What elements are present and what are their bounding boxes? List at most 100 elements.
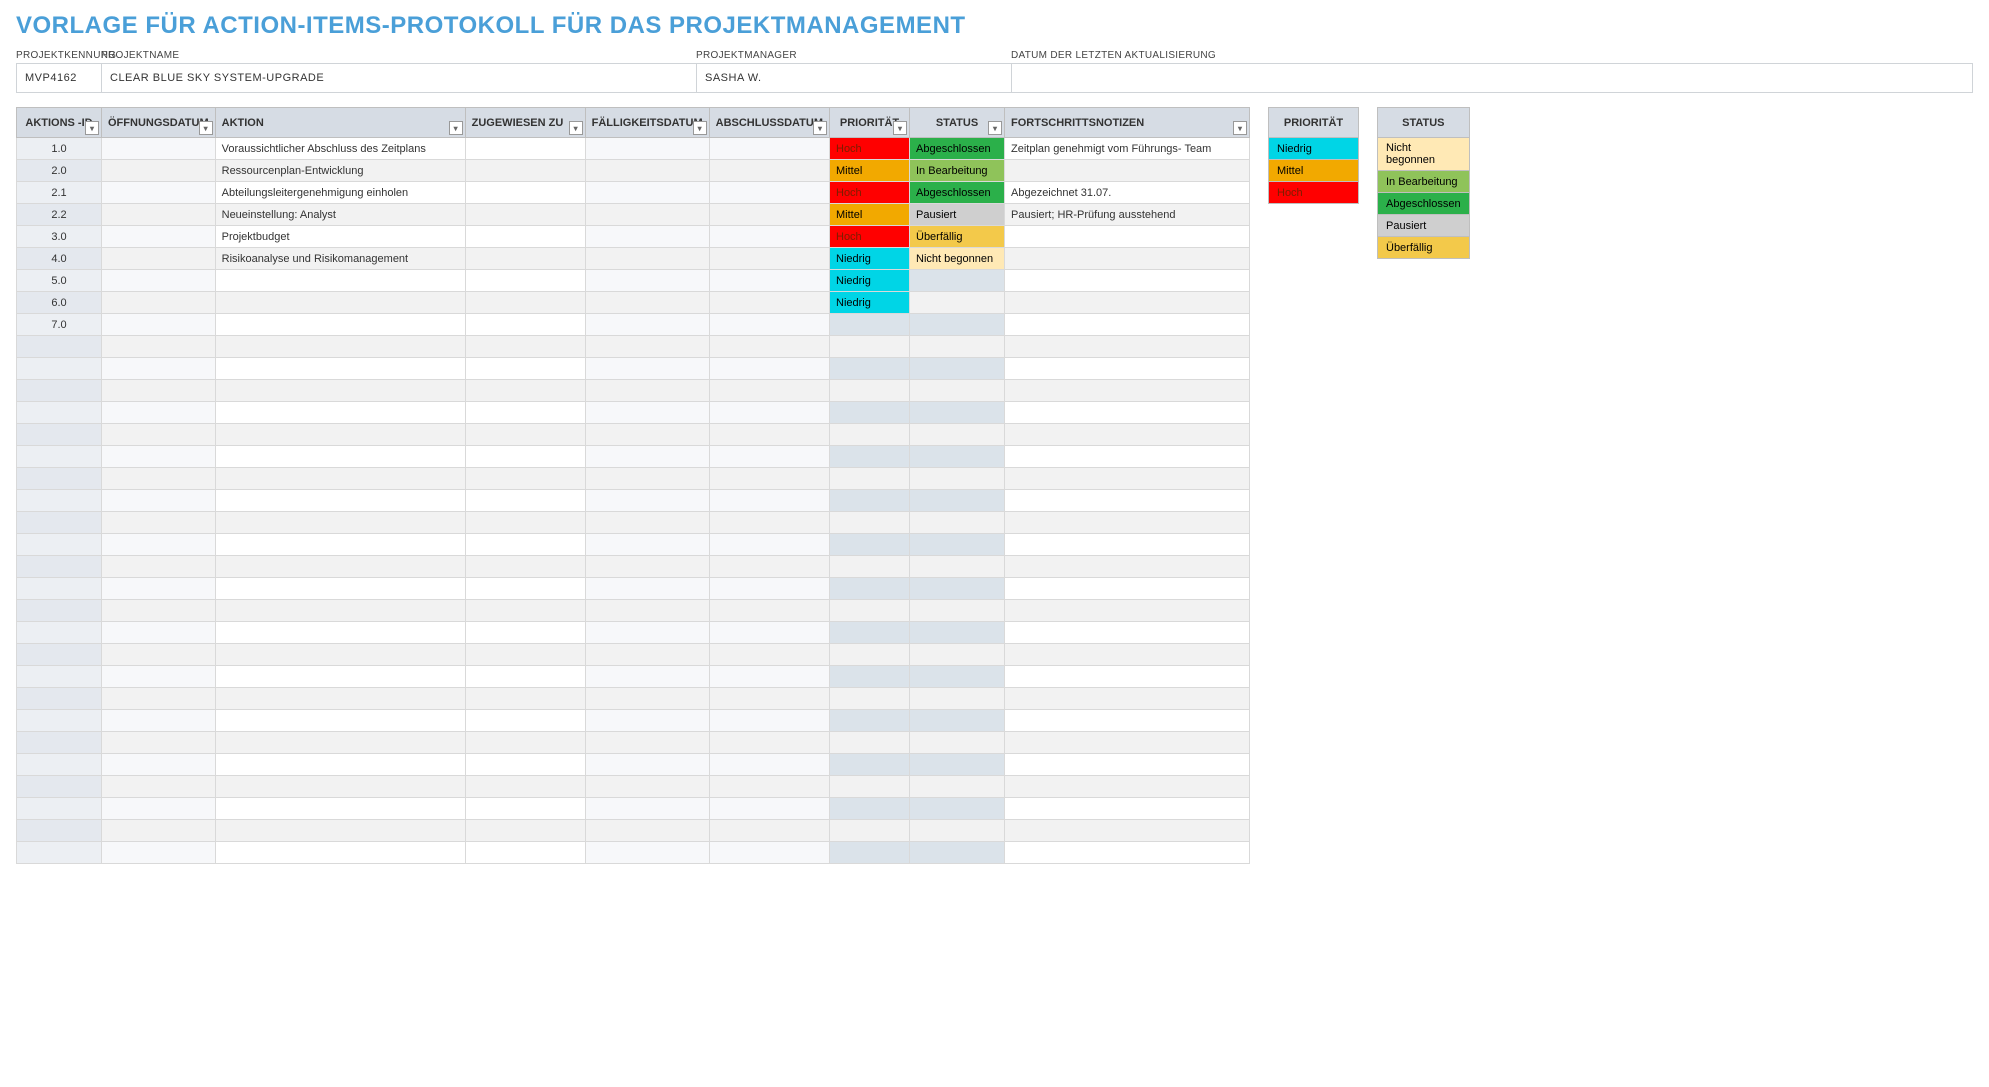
cell-action[interactable] — [215, 666, 465, 688]
cell-priority[interactable] — [830, 578, 910, 600]
cell-assigned[interactable] — [465, 732, 585, 754]
cell-close[interactable] — [709, 710, 829, 732]
cell-notes[interactable] — [1005, 468, 1250, 490]
cell-notes[interactable] — [1005, 754, 1250, 776]
cell-close[interactable] — [709, 138, 829, 160]
cell-action[interactable] — [215, 644, 465, 666]
col-header-action[interactable]: AKTION▾ — [215, 108, 465, 138]
cell-due[interactable] — [585, 710, 709, 732]
cell-priority[interactable] — [830, 402, 910, 424]
cell-due[interactable] — [585, 842, 709, 864]
cell-close[interactable] — [709, 358, 829, 380]
cell-open-date[interactable] — [102, 160, 216, 182]
cell-assigned[interactable] — [465, 336, 585, 358]
cell-due[interactable] — [585, 314, 709, 336]
col-header-open-date[interactable]: ÖFFNUNGSDATUM▾ — [102, 108, 216, 138]
cell-priority[interactable] — [830, 710, 910, 732]
cell-assigned[interactable] — [465, 556, 585, 578]
cell-priority[interactable]: Niedrig — [830, 270, 910, 292]
cell-open-date[interactable] — [102, 732, 216, 754]
cell-assigned[interactable] — [465, 512, 585, 534]
cell-notes[interactable] — [1005, 248, 1250, 270]
cell-open-date[interactable] — [102, 490, 216, 512]
cell-assigned[interactable] — [465, 402, 585, 424]
cell-assigned[interactable] — [465, 490, 585, 512]
cell-due[interactable] — [585, 138, 709, 160]
cell-open-date[interactable] — [102, 270, 216, 292]
cell-due[interactable] — [585, 798, 709, 820]
cell-status[interactable] — [910, 842, 1005, 864]
cell-open-date[interactable] — [102, 424, 216, 446]
cell-id[interactable] — [17, 512, 102, 534]
cell-id[interactable] — [17, 336, 102, 358]
cell-close[interactable] — [709, 314, 829, 336]
cell-status[interactable] — [910, 710, 1005, 732]
cell-priority[interactable] — [830, 534, 910, 556]
cell-priority[interactable] — [830, 820, 910, 842]
cell-assigned[interactable] — [465, 688, 585, 710]
cell-notes[interactable] — [1005, 600, 1250, 622]
cell-open-date[interactable] — [102, 556, 216, 578]
cell-open-date[interactable] — [102, 688, 216, 710]
cell-due[interactable] — [585, 776, 709, 798]
cell-assigned[interactable] — [465, 446, 585, 468]
cell-id[interactable]: 3.0 — [17, 226, 102, 248]
cell-status[interactable] — [910, 380, 1005, 402]
cell-status[interactable] — [910, 776, 1005, 798]
cell-close[interactable] — [709, 226, 829, 248]
cell-status[interactable] — [910, 534, 1005, 556]
cell-id[interactable]: 2.2 — [17, 204, 102, 226]
cell-open-date[interactable] — [102, 534, 216, 556]
cell-id[interactable]: 4.0 — [17, 248, 102, 270]
cell-notes[interactable]: Abgezeichnet 31.07. — [1005, 182, 1250, 204]
cell-assigned[interactable] — [465, 468, 585, 490]
cell-action[interactable] — [215, 336, 465, 358]
cell-open-date[interactable] — [102, 578, 216, 600]
cell-action[interactable] — [215, 710, 465, 732]
cell-open-date[interactable] — [102, 754, 216, 776]
cell-priority[interactable] — [830, 666, 910, 688]
cell-priority[interactable] — [830, 622, 910, 644]
cell-action[interactable] — [215, 776, 465, 798]
cell-due[interactable] — [585, 336, 709, 358]
cell-due[interactable] — [585, 270, 709, 292]
cell-id[interactable] — [17, 798, 102, 820]
cell-assigned[interactable] — [465, 182, 585, 204]
cell-priority[interactable] — [830, 336, 910, 358]
cell-assigned[interactable] — [465, 380, 585, 402]
cell-open-date[interactable] — [102, 842, 216, 864]
cell-notes[interactable] — [1005, 798, 1250, 820]
cell-status[interactable] — [910, 292, 1005, 314]
cell-notes[interactable] — [1005, 402, 1250, 424]
cell-due[interactable] — [585, 600, 709, 622]
cell-open-date[interactable] — [102, 138, 216, 160]
cell-due[interactable] — [585, 622, 709, 644]
cell-id[interactable] — [17, 754, 102, 776]
value-last-update[interactable] — [1012, 64, 1972, 92]
cell-assigned[interactable] — [465, 842, 585, 864]
cell-due[interactable] — [585, 160, 709, 182]
cell-status[interactable] — [910, 490, 1005, 512]
cell-notes[interactable] — [1005, 380, 1250, 402]
cell-status[interactable] — [910, 468, 1005, 490]
cell-id[interactable] — [17, 622, 102, 644]
cell-id[interactable] — [17, 710, 102, 732]
cell-status[interactable] — [910, 600, 1005, 622]
cell-assigned[interactable] — [465, 622, 585, 644]
value-project-name[interactable]: CLEAR BLUE SKY SYSTEM-UPGRADE — [102, 64, 697, 92]
cell-due[interactable] — [585, 556, 709, 578]
cell-assigned[interactable] — [465, 138, 585, 160]
cell-notes[interactable] — [1005, 314, 1250, 336]
filter-icon[interactable]: ▾ — [199, 121, 213, 135]
col-header-id[interactable]: AKTIONS -ID▾ — [17, 108, 102, 138]
cell-open-date[interactable] — [102, 380, 216, 402]
cell-due[interactable] — [585, 820, 709, 842]
cell-priority[interactable] — [830, 688, 910, 710]
cell-priority[interactable] — [830, 468, 910, 490]
cell-assigned[interactable] — [465, 534, 585, 556]
cell-open-date[interactable] — [102, 402, 216, 424]
cell-id[interactable] — [17, 490, 102, 512]
cell-notes[interactable] — [1005, 842, 1250, 864]
cell-assigned[interactable] — [465, 776, 585, 798]
cell-id[interactable] — [17, 732, 102, 754]
